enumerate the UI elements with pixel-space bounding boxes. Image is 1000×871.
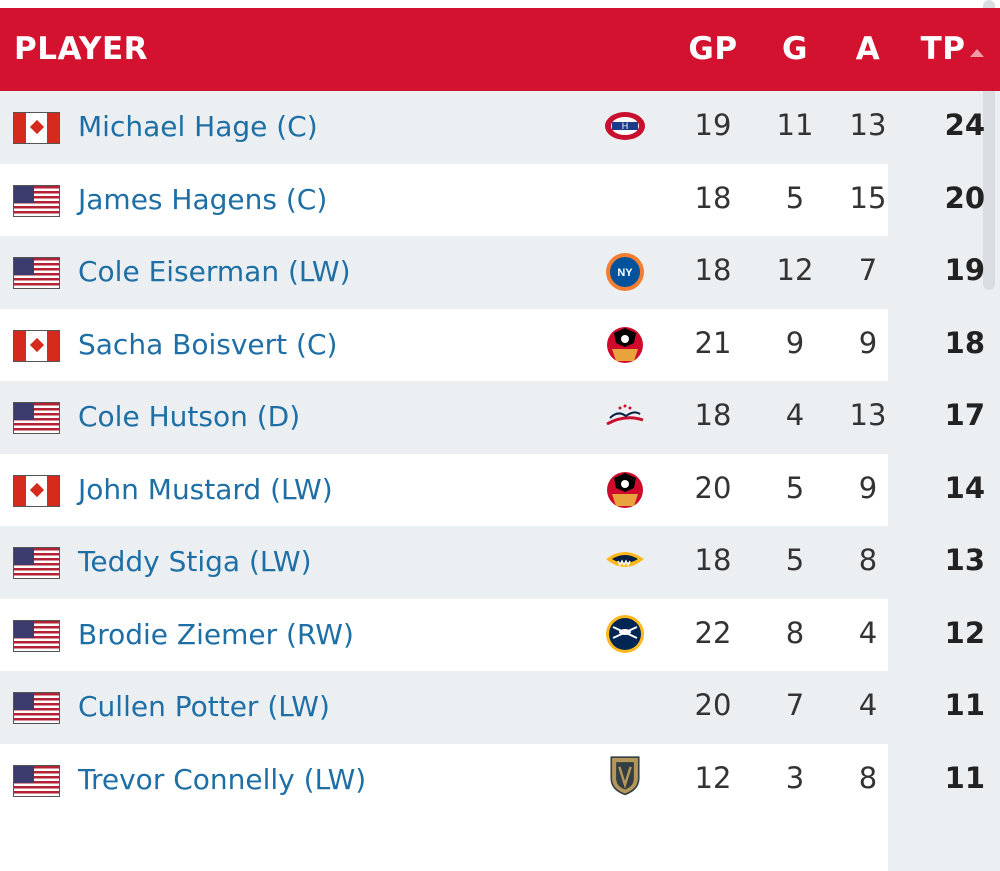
canadiens-logo-icon: H (605, 112, 645, 140)
usa-flag-icon (13, 402, 60, 434)
column-header-gp[interactable]: GP (688, 31, 738, 67)
predators-logo-icon (606, 552, 644, 567)
player-name-link[interactable]: Michael Hage (C) (78, 110, 318, 143)
player-name-link[interactable]: Teddy Stiga (LW) (78, 545, 312, 578)
table-row: Trevor Connelly (LW) 12 3 8 (0, 744, 888, 817)
stat-tp: 14 (944, 471, 985, 505)
stat-a: 9 (858, 326, 878, 360)
stat-g: 7 (785, 688, 805, 722)
stat-gp: 18 (694, 253, 732, 287)
stat-gp: 19 (694, 108, 732, 142)
sorted-column-highlight (888, 91, 1000, 871)
stat-tp: 11 (944, 761, 985, 795)
stat-g: 3 (785, 761, 805, 795)
usa-flag-icon (13, 765, 60, 797)
stat-a: 4 (858, 688, 878, 722)
stat-g: 5 (785, 181, 805, 215)
stat-tp: 12 (944, 616, 985, 650)
stat-tp: 20 (944, 181, 985, 215)
sabres-logo-icon (606, 615, 644, 653)
stat-tp: 24 (944, 108, 985, 142)
stat-g: 11 (776, 108, 814, 142)
blackhawks-logo-icon (607, 327, 643, 363)
canada-flag-icon (13, 475, 60, 507)
stat-a: 15 (849, 181, 887, 215)
usa-flag-icon (13, 185, 60, 217)
player-name-link[interactable]: Sacha Boisvert (C) (78, 328, 338, 361)
stat-gp: 21 (694, 326, 732, 360)
column-header-g[interactable]: G (782, 31, 808, 67)
stat-gp: 20 (694, 688, 732, 722)
player-name-link[interactable]: James Hagens (C) (78, 183, 328, 216)
table-row: Cullen Potter (LW) 20 7 4 (0, 671, 888, 744)
usa-flag-icon (13, 692, 60, 724)
stat-a: 4 (858, 616, 878, 650)
stat-gp: 12 (694, 761, 732, 795)
stat-a: 8 (858, 761, 878, 795)
stat-a: 13 (849, 108, 887, 142)
player-name-link[interactable]: Cole Hutson (D) (78, 400, 301, 433)
stat-a: 13 (849, 398, 887, 432)
stat-tp: 13 (944, 543, 985, 577)
stat-gp: 18 (694, 398, 732, 432)
golden-knights-logo-icon (610, 756, 640, 796)
stat-tp: 18 (944, 326, 985, 360)
usa-flag-icon (13, 620, 60, 652)
islanders-logo-icon: NY (606, 253, 644, 291)
stat-tp: 17 (944, 398, 985, 432)
canada-flag-icon (13, 330, 60, 362)
stat-g: 12 (776, 253, 814, 287)
table-row: James Hagens (C) 18 5 15 (0, 164, 888, 237)
table-header: PLAYER GP G A TP (0, 8, 1000, 91)
stat-tp: 19 (944, 253, 985, 287)
table-row: Cole Hutson (D) 18 4 13 (0, 381, 888, 454)
stat-tp: 11 (944, 688, 985, 722)
stat-a: 7 (858, 253, 878, 287)
table-row: Teddy Stiga (LW) 18 5 8 (0, 526, 888, 599)
column-header-player[interactable]: PLAYER (14, 31, 148, 67)
player-name-link[interactable]: Cullen Potter (LW) (78, 690, 330, 723)
svg-text:H: H (622, 121, 629, 131)
column-header-a[interactable]: A (855, 31, 881, 67)
blackhawks-logo-icon (607, 472, 643, 508)
svg-text:NY: NY (617, 267, 633, 279)
stat-g: 5 (785, 543, 805, 577)
stat-g: 8 (785, 616, 805, 650)
stat-a: 8 (858, 543, 878, 577)
usa-flag-icon (13, 257, 60, 289)
table-row: Michael Hage (C) H 19 11 13 (0, 91, 888, 164)
stat-g: 9 (785, 326, 805, 360)
canada-flag-icon (13, 112, 60, 144)
player-name-link[interactable]: Cole Eiserman (LW) (78, 255, 351, 288)
table-row: John Mustard (LW) 20 5 9 (0, 454, 888, 527)
stat-a: 9 (858, 471, 878, 505)
capitals-logo-icon (606, 404, 644, 426)
stat-g: 4 (785, 398, 805, 432)
column-header-tp[interactable]: TP (920, 31, 966, 67)
player-name-link[interactable]: Trevor Connelly (LW) (78, 763, 367, 796)
player-name-link[interactable]: Brodie Ziemer (RW) (78, 618, 354, 651)
stat-gp: 22 (694, 616, 732, 650)
table-row: Sacha Boisvert (C) 21 9 9 (0, 309, 888, 382)
player-name-link[interactable]: John Mustard (LW) (78, 473, 333, 506)
stat-gp: 18 (694, 181, 732, 215)
stat-gp: 20 (694, 471, 732, 505)
sort-ascending-icon[interactable] (970, 49, 984, 57)
stat-gp: 18 (694, 543, 732, 577)
table-row: Cole Eiserman (LW) NY 18 12 7 (0, 236, 888, 309)
stat-g: 5 (785, 471, 805, 505)
table-row: Brodie Ziemer (RW) 22 8 4 (0, 599, 888, 672)
usa-flag-icon (13, 547, 60, 579)
